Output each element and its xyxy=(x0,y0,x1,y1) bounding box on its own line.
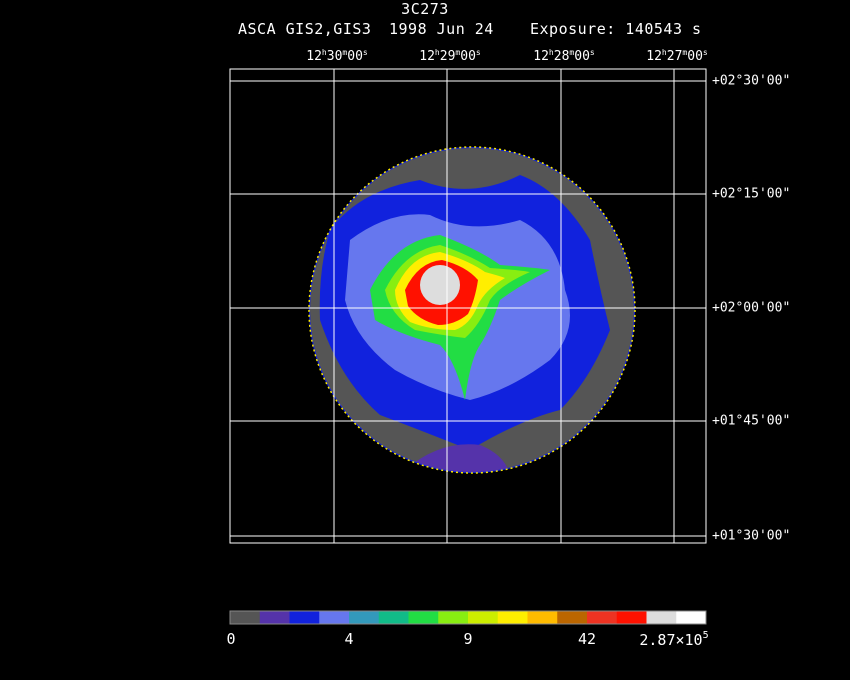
colorbar-label: 42 xyxy=(577,630,597,648)
dec-tick-label: +02°15'00" xyxy=(712,186,791,202)
exposure-label: Exposure: 140543 s xyxy=(530,20,702,38)
colorbar-swatch xyxy=(349,611,380,624)
colorbar-max-label: 2.87×105 xyxy=(639,630,709,649)
dec-tick-label: +01°45'00" xyxy=(712,413,791,429)
ra-tick-label: 12h27m00s xyxy=(646,48,708,64)
instrument-label: ASCA GIS2,GIS3 xyxy=(238,20,372,38)
colorbar-swatch xyxy=(497,611,528,624)
dec-tick-label: +02°00'00" xyxy=(712,300,791,316)
colorbar-swatch xyxy=(676,611,707,624)
colorbar-swatch xyxy=(319,611,350,624)
dec-tick-label: +01°30'00" xyxy=(712,528,791,544)
ra-tick-label: 12h30m00s xyxy=(306,48,368,64)
field-of-view xyxy=(308,146,636,474)
colorbar-frame xyxy=(229,610,707,625)
colorbar-swatch xyxy=(646,611,677,624)
dec-tick-label: +02°30'00" xyxy=(712,73,791,89)
ra-tick-label: 12h28m00s xyxy=(533,48,595,64)
coordinate-grid xyxy=(229,68,707,544)
colorbar-swatch xyxy=(616,611,647,624)
colorbar xyxy=(230,611,707,624)
colorbar-label: 4 xyxy=(344,630,354,648)
object-title: 3C273 xyxy=(401,0,449,18)
colorbar-swatch xyxy=(468,611,499,624)
colorbar-swatch xyxy=(289,611,320,624)
colorbar-swatch xyxy=(378,611,409,624)
colorbar-label: 0 xyxy=(226,630,236,648)
colorbar-swatch xyxy=(557,611,588,624)
colorbar-swatch xyxy=(408,611,439,624)
colorbar-swatch xyxy=(259,611,290,624)
colorbar-label: 9 xyxy=(463,630,473,648)
colorbar-swatch xyxy=(230,611,261,624)
observation-date: 1998 Jun 24 xyxy=(389,20,494,38)
colorbar-swatch xyxy=(438,611,469,624)
colorbar-swatch xyxy=(587,611,618,624)
ra-tick-label: 12h29m00s xyxy=(419,48,481,64)
colorbar-swatch xyxy=(527,611,558,624)
